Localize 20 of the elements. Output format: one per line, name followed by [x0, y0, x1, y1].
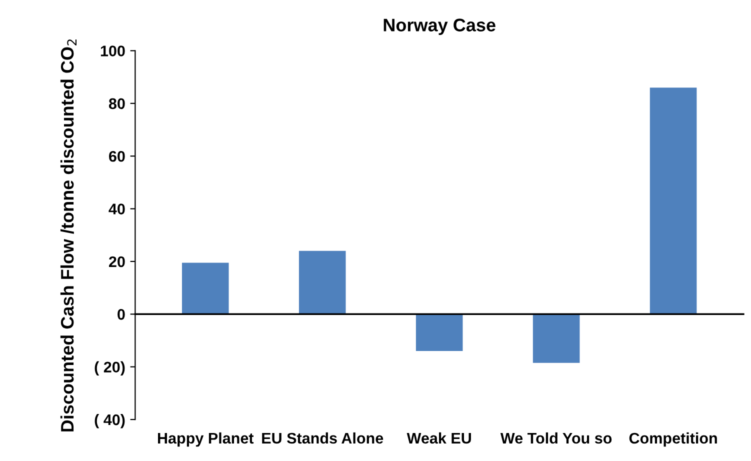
x-tick-label: Weak EU: [406, 432, 471, 444]
y-tick-label: 100: [100, 46, 125, 56]
bar: [532, 314, 580, 363]
y-tick-label: 60: [109, 150, 125, 162]
x-tick-label: We Told You so: [500, 432, 612, 444]
bar: [416, 314, 463, 352]
y-tick-label: ( 40): [94, 414, 125, 428]
bar: [298, 250, 346, 314]
y-tick-label: 0: [118, 309, 125, 320]
chart-title: Norway Case: [384, 18, 496, 36]
y-tick-label: ( 20): [94, 361, 125, 376]
bar: [650, 88, 697, 314]
bar: [182, 262, 229, 314]
y-tick-label: 80: [108, 98, 125, 110]
x-tick-label: Happy Planet: [158, 432, 254, 447]
y-tick-label: 40: [108, 204, 125, 214]
y-tick-label: 20: [108, 256, 125, 268]
x-tick-label: EU Stands Alone: [262, 432, 384, 444]
x-tick-label: Competition: [629, 432, 717, 447]
y-axis-title: Discounted Cash Flow /tonne discounted CO$_{2}$: [60, 39, 76, 432]
